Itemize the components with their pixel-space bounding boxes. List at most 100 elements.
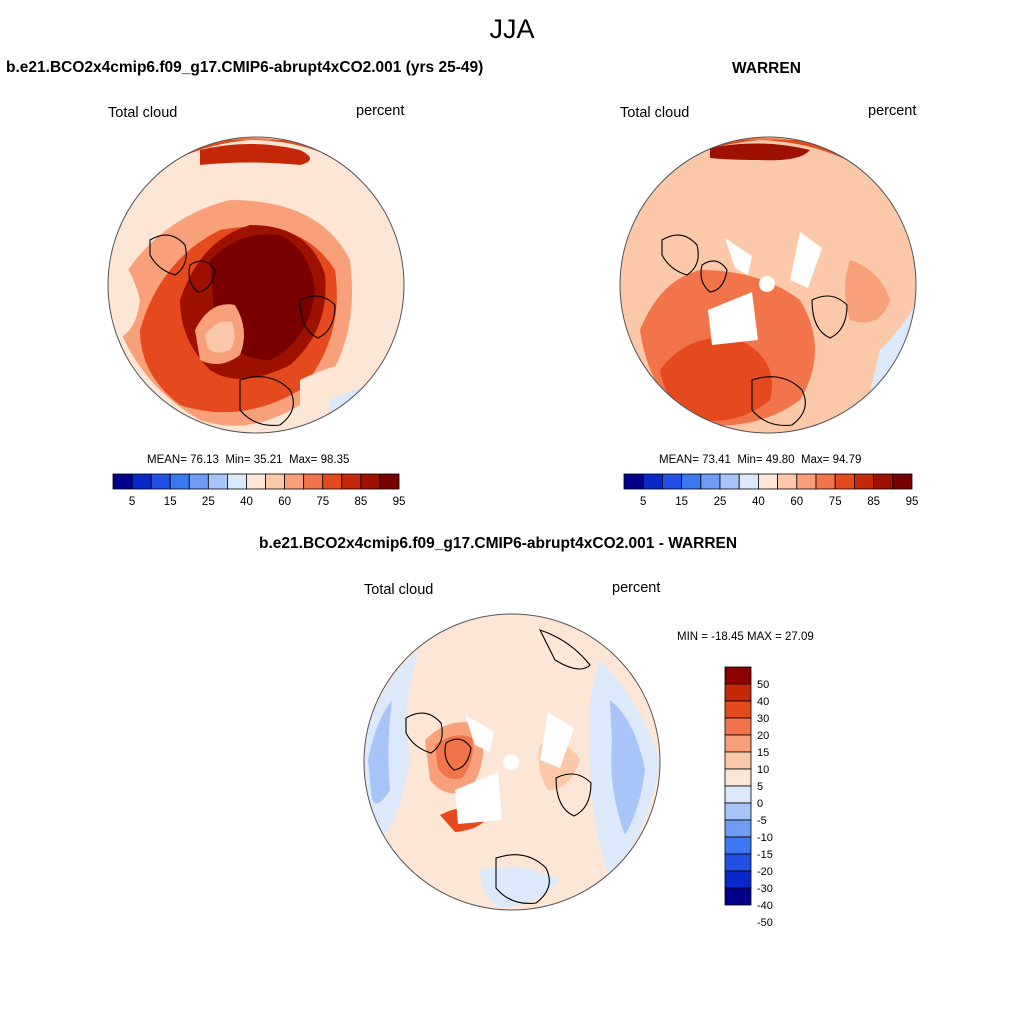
panel3-colorbar-label: -10: [757, 832, 773, 844]
panel1-left-label: Total cloud: [108, 105, 178, 121]
panel1-colorbar-label: 5: [129, 496, 135, 508]
panel1-colorbar-box: [265, 473, 285, 490]
panel2-colorbar-box: [873, 473, 894, 490]
panel1-colorbar: 5 15 25 40 60 75 85 95: [112, 473, 405, 508]
panel1-field-greenland-low: [205, 321, 235, 353]
panel2-colorbar-box: [662, 473, 683, 490]
panel2-title: WARREN: [732, 60, 801, 77]
panel3-colorbar-box: [724, 802, 752, 821]
panel2-colorbar-label: 95: [906, 496, 919, 508]
panel3-colorbar-box: [724, 700, 752, 719]
panel2-colorbar-box: [642, 473, 663, 490]
panel1-stats: MEAN= 76.13 Min= 35.21 Max= 98.35: [147, 454, 349, 466]
panel3-colorbar-label: 5: [757, 781, 763, 793]
panel3-colorbar-box: [724, 887, 752, 906]
panel1-map: [108, 137, 404, 433]
panel2-left-label: Total cloud: [620, 105, 690, 121]
panel1-map-border: [107, 136, 405, 434]
panel2-colorbar-label: 85: [867, 496, 880, 508]
panel1-colorbar-box: [303, 473, 324, 490]
panel1-colorbar-label: 60: [278, 496, 291, 508]
panel2-map: [620, 137, 916, 433]
panel1-colorbar-box: [322, 473, 343, 490]
panel2-stats: MEAN= 73.41 Min= 49.80 Max= 94.79: [659, 454, 861, 466]
panel3-colorbar-label: 0: [757, 798, 763, 810]
panel3-colorbar-label: 30: [757, 713, 769, 725]
panel2-colorbar-box: [815, 473, 836, 490]
panel1-coastlines: [149, 234, 336, 426]
panel3-colorbar-label: -30: [757, 883, 773, 895]
panel3-minmax: MIN = -18.45 MAX = 27.09: [677, 631, 814, 643]
panel3-colorbar-label: 40: [757, 696, 769, 708]
panel1-colorbar-box: [226, 473, 247, 490]
figure-title: JJA: [489, 14, 535, 44]
panel3-colorbar-box: [724, 683, 752, 702]
panel2-pole-hole: [759, 276, 775, 292]
panel2-colorbar-box: [719, 473, 740, 490]
panel1-colorbar-label: 25: [202, 496, 215, 508]
panel1-colorbar-box: [169, 473, 190, 490]
panel3-colorbar-box: [724, 666, 752, 685]
panel1-colorbar-box: [284, 473, 305, 490]
panel3-field-east-lower: [610, 700, 645, 835]
panel3-colorbar-label: 15: [757, 747, 769, 759]
panel2-mean-label: MEAN=: [659, 454, 699, 466]
panel1-max-label: Max=: [288, 454, 318, 466]
panel3-colorbar-label: -20: [757, 866, 773, 878]
panel2-colorbar-box: [758, 473, 779, 490]
panel1-colorbar-label: 85: [354, 496, 367, 508]
panel2-colorbar-label: 5: [640, 496, 646, 508]
panel2-field-inner: [660, 338, 772, 421]
panel2-colorbar-box: [681, 473, 702, 490]
panel2-missing-data-wedges: [708, 232, 822, 345]
panel3-coastlines: [405, 629, 592, 904]
panel2-colorbar-label: 60: [790, 496, 803, 508]
panel2-colorbar: 5 15 25 40 60 75 85 95: [623, 473, 919, 508]
panel1-colorbar-box: [246, 473, 266, 490]
panel3-colorbar-box: [724, 819, 752, 838]
panel1-colorbar-box: [341, 473, 362, 490]
panel3-colorbar-label: -5: [757, 815, 767, 827]
panel3-colorbar-label: -15: [757, 849, 773, 861]
panel3-colorbar-box: [724, 870, 752, 889]
panel1-colorbar-box: [150, 473, 171, 490]
panel2-field-east: [845, 260, 890, 323]
panel3-colorbar-box: [724, 717, 752, 736]
panel2-colorbar-box: [738, 473, 759, 490]
panel2-right-label: percent: [868, 103, 917, 119]
panel2-colorbar-box: [834, 473, 855, 490]
panel3-colorbar-box: [724, 836, 752, 855]
panel1-colorbar-box: [112, 473, 133, 490]
panel3-colorbar-label: -40: [757, 900, 773, 912]
panel2-coastlines: [661, 234, 848, 426]
panel2-colorbar-box: [700, 473, 721, 490]
panel3-right-label: percent: [612, 580, 661, 596]
panel3-colorbar-box: [724, 734, 752, 753]
panel2-max-value: 94.79: [832, 454, 862, 466]
panel3-field-pos-high: [435, 735, 473, 779]
panel2-colorbar-box: [796, 473, 817, 490]
panel3-missing-data-wedges: [455, 712, 574, 824]
panel3-map: [364, 614, 660, 910]
panel2-field-north-max: [710, 143, 810, 161]
panel3-colorbar-box: [724, 853, 752, 872]
panel2-colorbar-box: [854, 473, 875, 490]
panel1-colorbar-label: 40: [240, 496, 253, 508]
panel2-colorbar-label: 15: [675, 496, 688, 508]
panel2-min-label: Min=: [737, 454, 763, 466]
panel3-colorbar-label: -50: [757, 917, 773, 929]
panel1-colorbar-box: [188, 473, 209, 490]
panel1-colorbar-box: [207, 473, 228, 490]
panel1-colorbar-box: [360, 473, 381, 490]
panel1-max-value: 98.35: [320, 454, 350, 466]
panel1-colorbar-label: 15: [164, 496, 177, 508]
panel2-min-value: 49.80: [765, 454, 795, 466]
panel3-title: b.e21.BCO2x4cmip6.f09_g17.CMIP6-abrupt4x…: [259, 535, 738, 552]
panel1-colorbar-box: [379, 473, 400, 490]
panel1-colorbar-label: 75: [316, 496, 329, 508]
panel1-mean-value: 76.13: [190, 454, 219, 466]
panel2-colorbar-label: 25: [714, 496, 727, 508]
panel3-field-south-low: [480, 866, 560, 908]
panel2-max-label: Max=: [800, 454, 830, 466]
